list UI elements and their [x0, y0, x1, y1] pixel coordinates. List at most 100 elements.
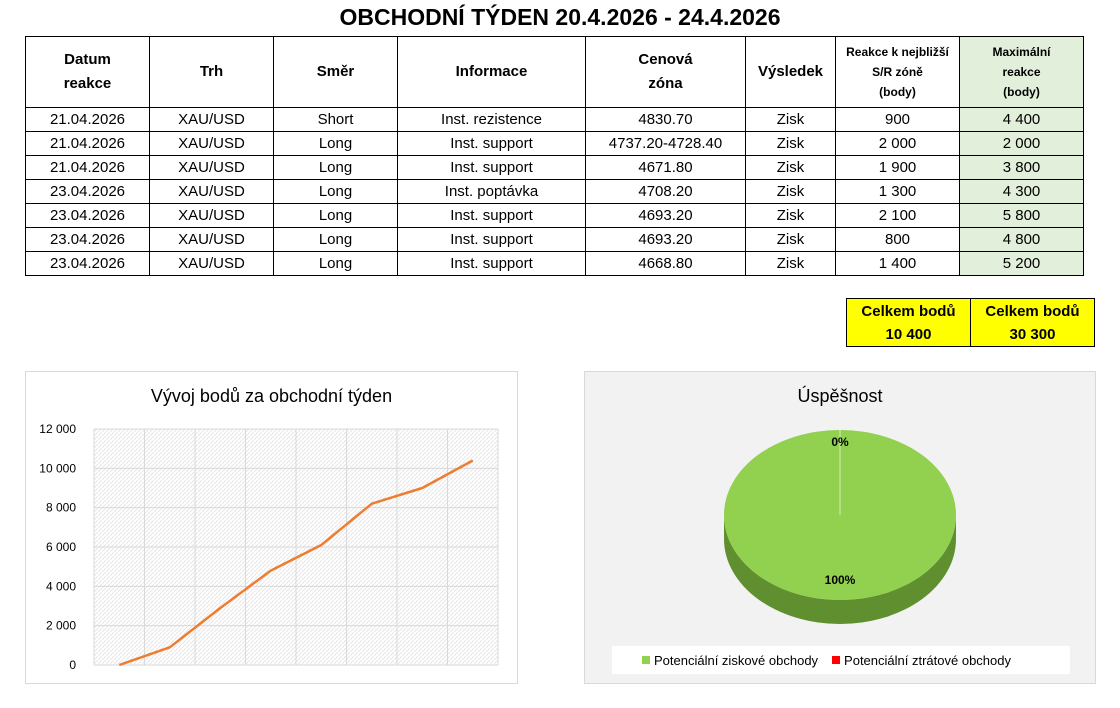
total-max-label: Celkem bodů [985, 302, 1080, 320]
cell-vysledek: Zisk [745, 251, 836, 276]
totals-table: Celkem bodů 10 400 Celkem bodů 30 300 [846, 298, 1095, 347]
legend-swatch-loss [832, 656, 841, 664]
cell-info: Inst. support [397, 251, 586, 276]
y-tick-label: 8 000 [46, 501, 76, 515]
cell-info: Inst. rezistence [397, 107, 586, 132]
legend-label-loss: Potenciální ztrátové obchody [844, 652, 1011, 668]
header-cenova-line2: zóna [648, 75, 683, 92]
pie-label-loss: 0% [831, 435, 849, 449]
header-reakce-line3: (body) [879, 85, 916, 99]
cell-max: 5 800 [959, 203, 1084, 228]
cell-reakce: 1 400 [835, 251, 960, 276]
y-tick-label: 12 000 [39, 422, 76, 436]
legend-swatch-profit [642, 656, 650, 664]
header-reakce-line1: Reakce k nejbližší [846, 45, 949, 59]
cell-info: Inst. support [397, 227, 586, 252]
table-row: 23.04.2026 XAU/USD Long Inst. support 4693.2… [25, 227, 1084, 252]
cell-max: 2 000 [959, 131, 1084, 156]
cell-info: Inst. support [397, 203, 586, 228]
cell-smer: Long [273, 227, 398, 252]
pie-slice-side [724, 515, 956, 624]
header-max-line2: reakce [1002, 65, 1041, 79]
cell-trh: XAU/USD [149, 251, 274, 276]
cell-zona: 4830.70 [585, 107, 746, 132]
cell-zona: 4693.20 [585, 203, 746, 228]
legend-label-profit: Potenciální ziskové obchody [654, 652, 819, 668]
header-max-reakce: Maximální reakce (body) [959, 36, 1084, 108]
cell-vysledek: Zisk [745, 107, 836, 132]
pie-chart: 100% 0% [724, 430, 956, 624]
series-line [118, 459, 474, 667]
cell-vysledek: Zisk [745, 203, 836, 228]
total-reakce-value: 10 400 [885, 325, 932, 343]
header-max-line3: (body) [1003, 85, 1040, 99]
cell-reakce: 1 300 [835, 179, 960, 204]
cell-trh: XAU/USD [149, 155, 274, 180]
cell-info: Inst. poptávka [397, 179, 586, 204]
header-row: Datum reakce Trh Směr Informace Cenová z… [25, 36, 1084, 108]
cell-datum: 21.04.2026 [25, 155, 150, 180]
cell-smer: Short [273, 107, 398, 132]
header-datum: Datum reakce [25, 36, 150, 108]
legend-item-loss: Potenciální ztrátové obchody [832, 653, 1011, 668]
table-row: 21.04.2026 XAU/USD Short Inst. rezistence 48… [25, 107, 1084, 132]
y-tick-label: 4 000 [46, 579, 76, 593]
header-trh: Trh [149, 36, 274, 108]
table-row: 21.04.2026 XAU/USD Long Inst. support 4737.2… [25, 131, 1084, 156]
cell-reakce: 1 900 [835, 155, 960, 180]
cell-smer: Long [273, 179, 398, 204]
header-smer: Směr [273, 36, 398, 108]
line-chart: 0 2 000 4 000 6 000 8 000 10 000 12 000 [39, 422, 499, 672]
total-reakce-label: Celkem bodů [861, 302, 956, 320]
header-cenova-line1: Cenová [638, 51, 693, 68]
header-cenova-zona: Cenová zóna [585, 36, 746, 108]
cell-reakce: 2 000 [835, 131, 960, 156]
line-chart-title: Vývoj bodů za obchodní týden [150, 386, 393, 406]
trades-table: Datum reakce Trh Směr Informace Cenová z… [25, 36, 1084, 276]
cell-vysledek: Zisk [745, 179, 836, 204]
cell-zona: 4708.20 [585, 179, 746, 204]
header-informace: Informace [397, 36, 586, 108]
cell-vysledek: Zisk [745, 227, 836, 252]
cell-max: 4 800 [959, 227, 1084, 252]
cell-trh: XAU/USD [149, 131, 274, 156]
cell-smer: Long [273, 155, 398, 180]
header-vysledek: Výsledek [745, 36, 836, 108]
cell-reakce: 900 [835, 107, 960, 132]
cell-zona: 4671.80 [585, 155, 746, 180]
header-reakce-line2: S/R zóně [872, 65, 923, 79]
page-title: OBCHODNÍ TÝDEN 20.4.2026 - 24.4.2026 [339, 4, 781, 30]
header-datum-line2: reakce [63, 75, 112, 92]
header-max-line1: Maximální [992, 45, 1051, 59]
cell-smer: Long [273, 131, 398, 156]
table-row: 23.04.2026 XAU/USD Long Inst. poptávka 4708.… [25, 179, 1084, 204]
cell-zona: 4668.80 [585, 251, 746, 276]
cell-reakce: 800 [835, 227, 960, 252]
legend-item-profit: Potenciální ziskové obchody [642, 653, 818, 668]
cell-max: 4 300 [959, 179, 1084, 204]
total-reakce-cell: Celkem bodů 10 400 [846, 298, 971, 347]
table-row: 23.04.2026 XAU/USD Long Inst. support 4668.8… [25, 251, 1084, 276]
cell-zona: 4693.20 [585, 227, 746, 252]
y-tick-label: 10 000 [39, 461, 76, 475]
cell-trh: XAU/USD [149, 227, 274, 252]
line-chart-panel: Vývoj bodů za obchodní týden 0 2 000 4 000… [25, 371, 518, 684]
cell-datum: 21.04.2026 [25, 131, 150, 156]
pie-chart-panel: Úspěšnost 100% 0% Potenciální ziskové obc… [584, 371, 1096, 684]
y-tick-label: 2 000 [46, 619, 76, 633]
cell-info: Inst. support [397, 131, 586, 156]
cell-zona: 4737.20-4728.40 [585, 131, 746, 156]
cell-vysledek: Zisk [745, 155, 836, 180]
pie-legend: Potenciální ziskové obchody Potenciální … [612, 646, 1070, 674]
table-row: 23.04.2026 XAU/USD Long Inst. support 4693.2… [25, 203, 1084, 228]
y-tick-label: 6 000 [46, 540, 76, 554]
table-row: 21.04.2026 XAU/USD Long Inst. support 4671.8… [25, 155, 1084, 180]
cell-vysledek: Zisk [745, 131, 836, 156]
cell-datum: 23.04.2026 [25, 227, 150, 252]
cell-smer: Long [273, 251, 398, 276]
cell-trh: XAU/USD [149, 179, 274, 204]
cell-trh: XAU/USD [149, 203, 274, 228]
pie-slices [724, 430, 956, 624]
cell-trh: XAU/USD [149, 107, 274, 132]
cell-datum: 21.04.2026 [25, 107, 150, 132]
